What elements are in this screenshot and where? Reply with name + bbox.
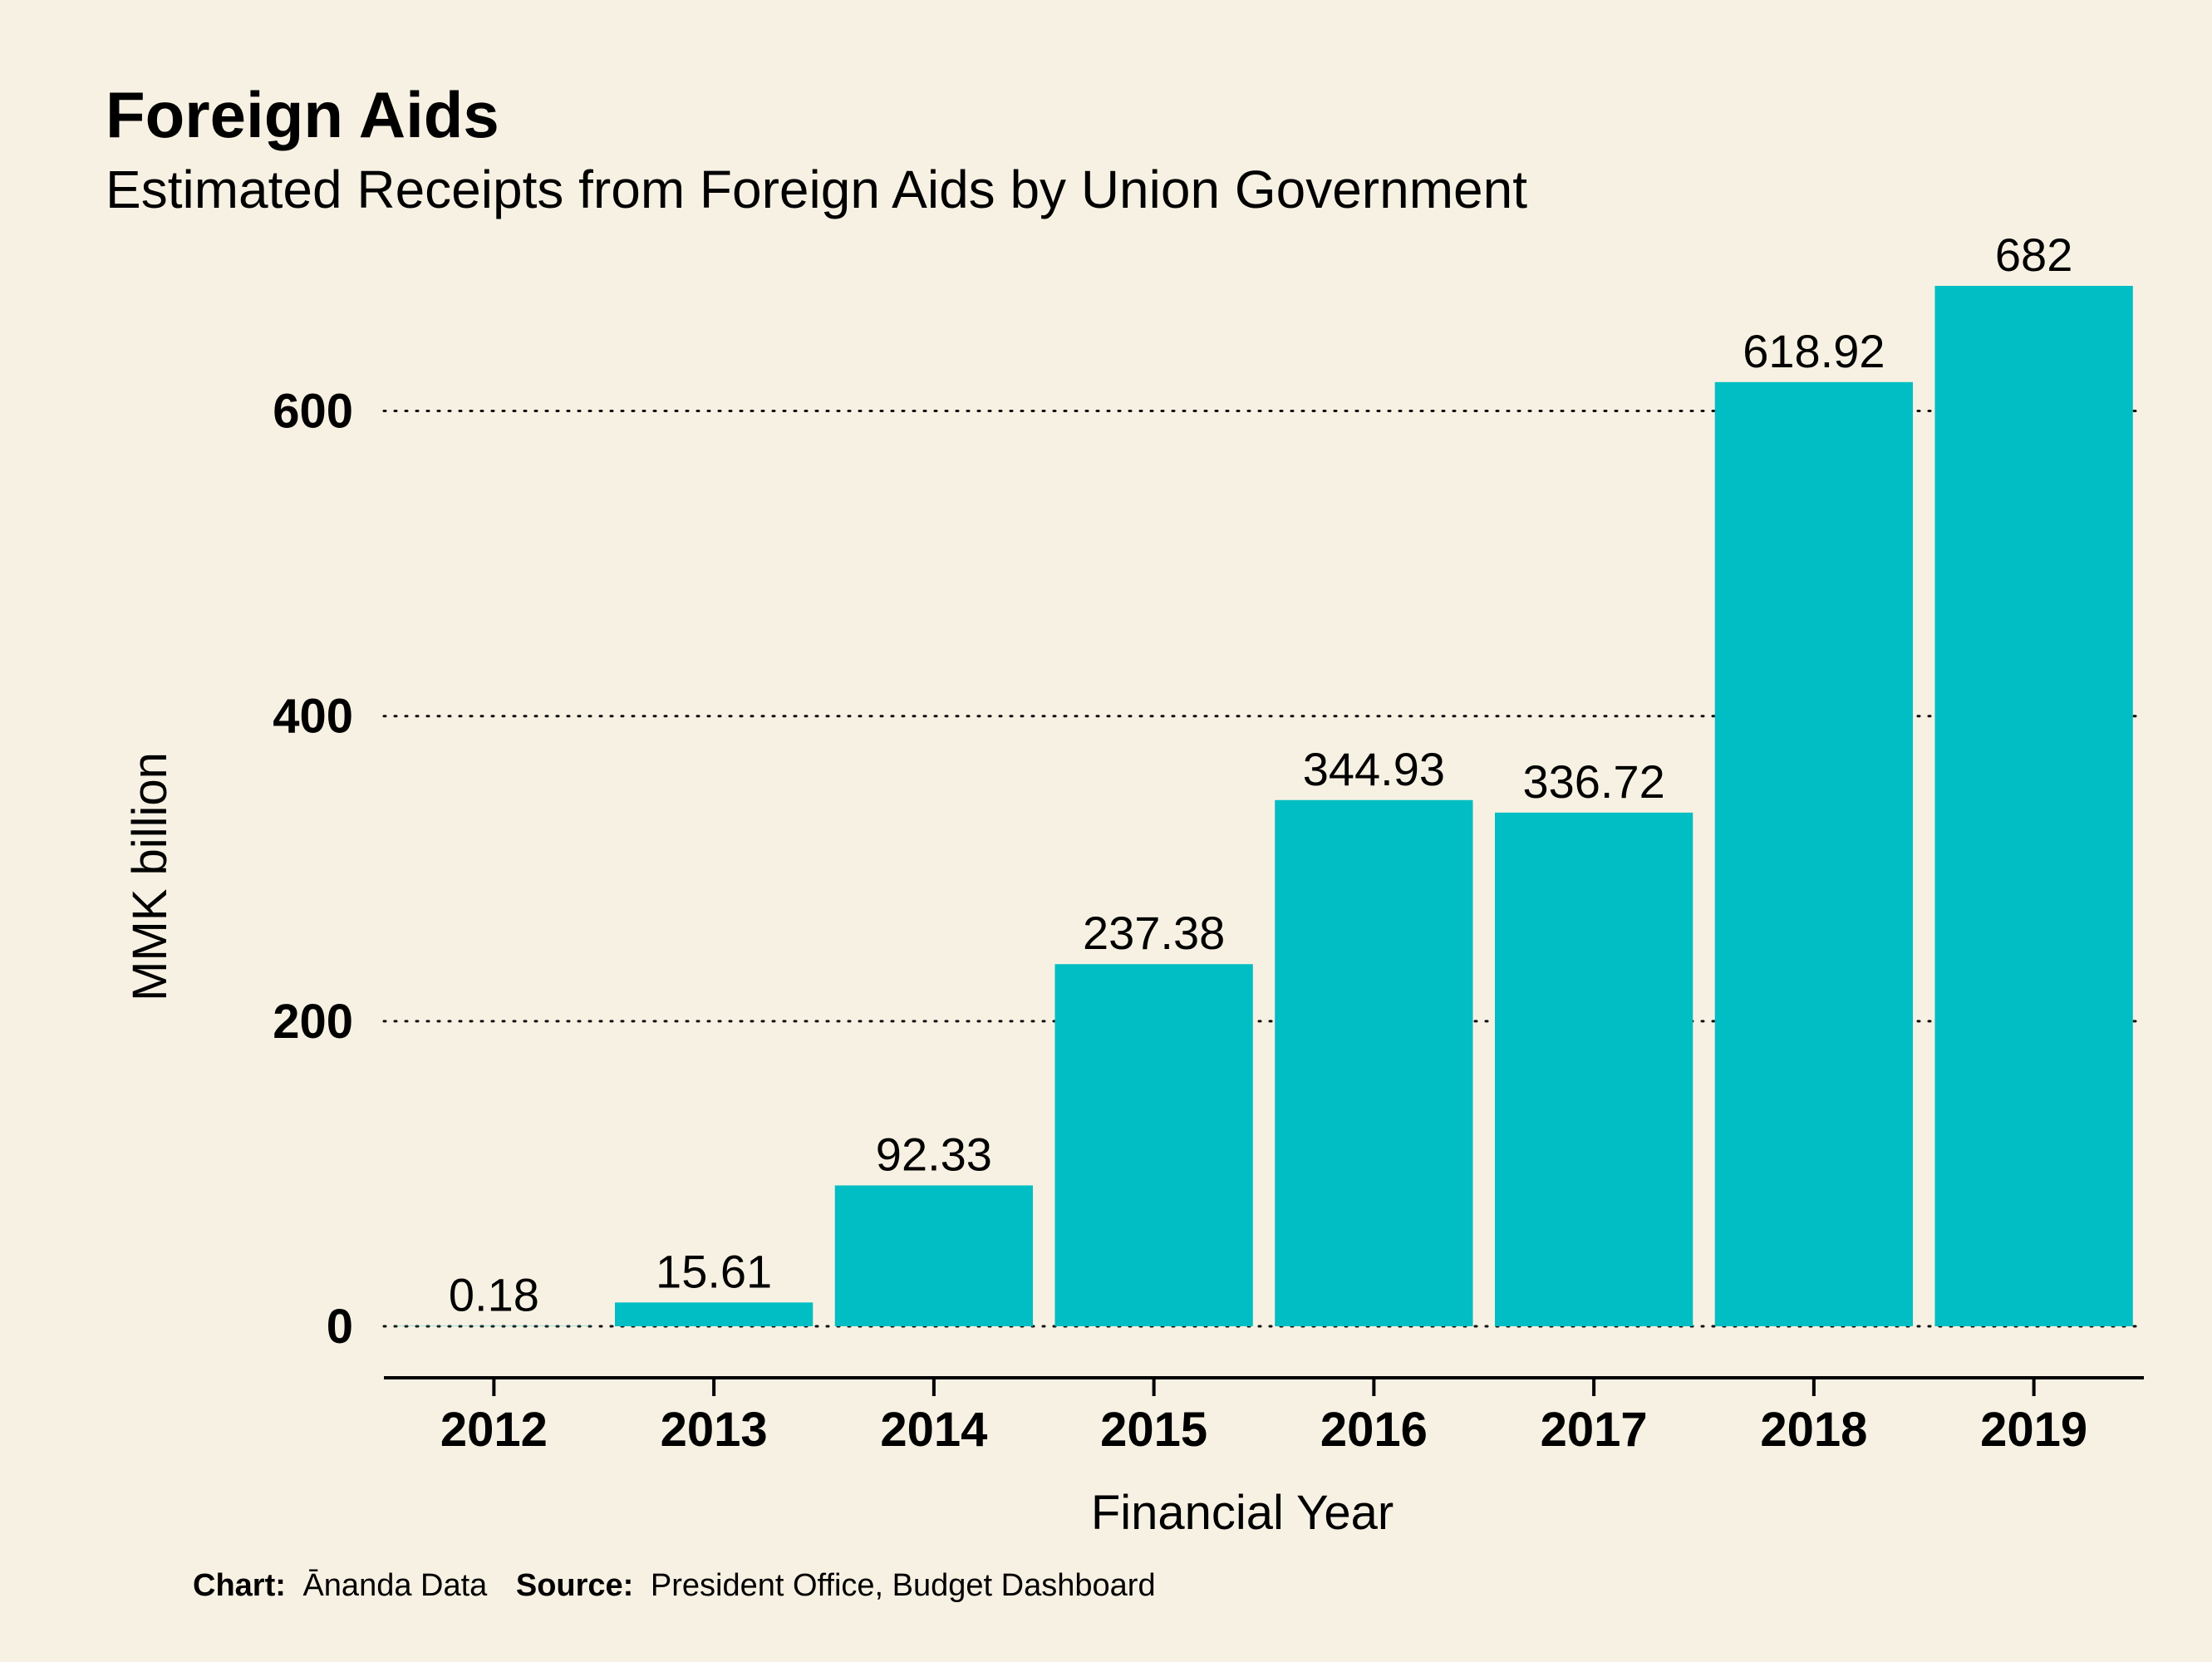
bar-2019 (1934, 286, 2133, 1326)
data-label-2016: 344.93 (1303, 743, 1445, 795)
caption-chart-label: Chart: (193, 1568, 286, 1603)
x-tick-label-2012: 2012 (440, 1403, 548, 1457)
x-tick-label-2017: 2017 (1541, 1403, 1648, 1457)
bar-2018 (1714, 381, 1914, 1327)
x-axis-title: Financial Year (1091, 1486, 1394, 1540)
chart-title: Foreign Aids (106, 78, 499, 151)
chart-subtitle: Estimated Receipts from Foreign Aids by … (106, 160, 1527, 219)
data-label-2018: 618.92 (1743, 325, 1885, 377)
bar-2017 (1494, 812, 1693, 1326)
caption-chart-value: Ānanda Data (302, 1568, 488, 1603)
caption: Chart: Ānanda Data Source: President Off… (193, 1568, 1156, 1603)
y-axis-title: MMK billion (123, 752, 177, 1001)
data-labels: 0.18 15.61 92.33 237.38 344.93 336.72 618.92 68… (449, 229, 2072, 1321)
x-tick-label-2016: 2016 (1320, 1403, 1428, 1457)
data-label-2017: 336.72 (1522, 755, 1664, 808)
x-tick-label-2019: 2019 (1980, 1403, 2087, 1457)
x-tick-label-2018: 2018 (1760, 1403, 1867, 1457)
bar-2014 (834, 1185, 1034, 1326)
y-tick-label-600: 600 (273, 385, 353, 439)
x-tick-label-2015: 2015 (1100, 1403, 1207, 1457)
x-tick-label-2013: 2013 (661, 1403, 768, 1457)
x-axis: 2012 2013 2014 2015 2016 2017 2018 2019 (384, 1376, 2144, 1457)
caption-source-value: President Office, Budget Dashboard (651, 1568, 1156, 1603)
caption-source-label: Source: (516, 1568, 633, 1603)
data-label-2015: 237.38 (1083, 907, 1225, 959)
y-tick-label-200: 200 (273, 995, 353, 1049)
y-axis: 0 200 400 600 (273, 385, 353, 1354)
data-label-2014: 92.33 (876, 1128, 992, 1181)
y-tick-label-400: 400 (273, 690, 353, 744)
y-tick-label-0: 0 (327, 1300, 353, 1354)
data-label-2019: 682 (1995, 229, 2072, 281)
x-tick-label-2014: 2014 (880, 1403, 987, 1457)
bar-2015 (1054, 964, 1253, 1326)
data-label-2012: 0.18 (449, 1269, 539, 1321)
bars (395, 286, 2133, 1327)
data-label-2013: 15.61 (656, 1245, 772, 1297)
bar-2016 (1275, 799, 1473, 1326)
bar-2013 (614, 1302, 814, 1326)
